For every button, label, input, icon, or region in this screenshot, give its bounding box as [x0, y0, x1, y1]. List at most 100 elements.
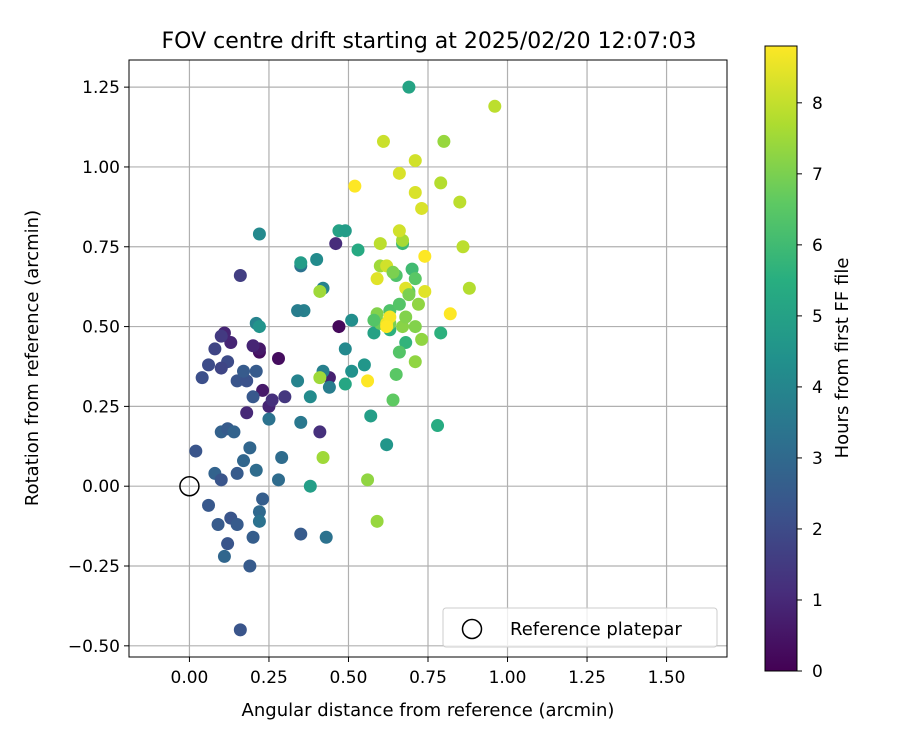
data-point [202, 358, 216, 372]
data-point [214, 329, 228, 343]
data-point [434, 176, 448, 190]
data-point [402, 288, 416, 302]
data-point [411, 297, 425, 311]
data-point [272, 352, 285, 365]
data-point [230, 374, 244, 388]
data-point [272, 473, 285, 487]
data-point [319, 530, 333, 544]
x-tick-label: 0.50 [330, 668, 368, 688]
data-point [303, 390, 317, 404]
data-point [361, 473, 375, 487]
data-point [230, 466, 244, 480]
colorbar-tick-label: 6 [812, 236, 823, 256]
data-point [415, 201, 429, 215]
legend-label: Reference platepar [510, 619, 682, 640]
legend-marker-open-circle [461, 618, 483, 640]
y-tick-label: 0.50 [82, 318, 120, 338]
data-point [380, 438, 394, 452]
data-point [415, 332, 429, 346]
data-point [408, 355, 422, 369]
colorbar-ticks: 0 1 2 3 4 5 6 7 8 [797, 94, 823, 682]
chart-title: FOV centre drift starting at 2025/02/20 … [162, 29, 697, 54]
x-axis-ticks: 0.00 0.25 0.50 0.75 1.00 1.25 1.50 [171, 657, 686, 688]
data-point [208, 342, 222, 356]
reference-platepar-marker [179, 475, 200, 497]
data-point [291, 304, 305, 318]
y-tick-label: 0.25 [82, 397, 120, 417]
data-point [408, 154, 422, 168]
data-point [345, 313, 359, 327]
data-point [367, 313, 381, 327]
data-point [408, 320, 422, 334]
data-point [237, 454, 251, 468]
data-point [224, 336, 238, 350]
data-point [329, 237, 343, 251]
data-point [418, 284, 432, 298]
colorbar-tick-label: 4 [812, 378, 823, 398]
data-point [252, 505, 266, 519]
data-point [380, 320, 394, 334]
y-axis-ticks: −0.50 −0.25 0.00 0.25 0.50 0.75 1.00 1.25 [68, 78, 129, 657]
data-point [338, 377, 352, 391]
data-point [364, 409, 378, 423]
y-tick-label: −0.25 [68, 557, 120, 577]
data-point [211, 518, 225, 532]
data-point [240, 406, 254, 420]
data-point [313, 371, 327, 385]
data-point [294, 415, 308, 429]
data-point [462, 281, 476, 295]
grid-lines [129, 60, 727, 657]
data-point [195, 371, 209, 385]
data-point [214, 361, 228, 375]
data-point [246, 339, 260, 353]
data-point [291, 374, 305, 388]
data-point [370, 514, 384, 528]
data-point [392, 345, 406, 359]
data-point [262, 412, 276, 426]
data-point [202, 498, 216, 512]
data-point [373, 237, 387, 251]
data-point [214, 473, 228, 487]
data-point [392, 166, 406, 180]
colorbar-tick-label: 3 [812, 449, 823, 469]
x-tick-label: 1.00 [489, 668, 527, 688]
y-tick-label: 0.00 [82, 477, 120, 497]
data-point [303, 479, 317, 493]
legend-box [442, 607, 718, 648]
y-tick-label: −0.50 [68, 637, 120, 657]
data-points [189, 80, 502, 637]
x-tick-label: 0.75 [409, 668, 447, 688]
y-tick-label: 0.75 [82, 238, 120, 258]
data-point [237, 364, 251, 378]
data-point [249, 364, 263, 378]
data-point [246, 530, 260, 544]
x-tick-label: 0.00 [171, 668, 209, 688]
data-point [408, 272, 422, 286]
data-point [316, 450, 330, 464]
data-point [221, 537, 235, 551]
data-point [265, 393, 279, 407]
data-point [370, 272, 384, 286]
data-point [322, 380, 336, 394]
y-axis-label: Rotation from reference (arcmin) [22, 210, 43, 506]
data-point [217, 549, 231, 563]
data-point [402, 80, 416, 94]
data-point [453, 195, 467, 209]
data-point [294, 256, 308, 270]
data-point [443, 307, 457, 321]
data-point [313, 425, 327, 439]
colorbar-tick-label: 7 [812, 165, 823, 185]
colorbar-tick-label: 0 [812, 662, 823, 682]
data-point [243, 441, 257, 455]
data-point [418, 249, 432, 263]
data-point [252, 320, 266, 334]
x-tick-label: 1.50 [648, 668, 686, 688]
legend: Reference platepar [442, 607, 718, 648]
data-point [256, 492, 270, 506]
data-point [392, 297, 406, 311]
x-tick-label: 0.25 [250, 668, 288, 688]
data-point [233, 623, 247, 637]
data-point [399, 310, 413, 324]
data-point [230, 518, 244, 532]
data-point [294, 527, 308, 541]
